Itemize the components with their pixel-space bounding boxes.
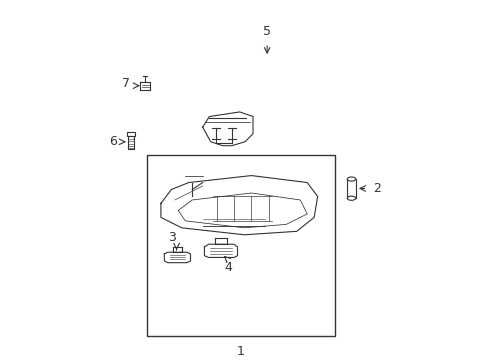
Text: 2: 2 bbox=[373, 182, 381, 195]
Text: 4: 4 bbox=[224, 261, 232, 274]
Text: 7: 7 bbox=[122, 77, 129, 90]
Text: 6: 6 bbox=[109, 135, 117, 148]
Text: 1: 1 bbox=[237, 345, 244, 357]
Text: 3: 3 bbox=[168, 230, 176, 243]
Text: 5: 5 bbox=[263, 25, 270, 38]
